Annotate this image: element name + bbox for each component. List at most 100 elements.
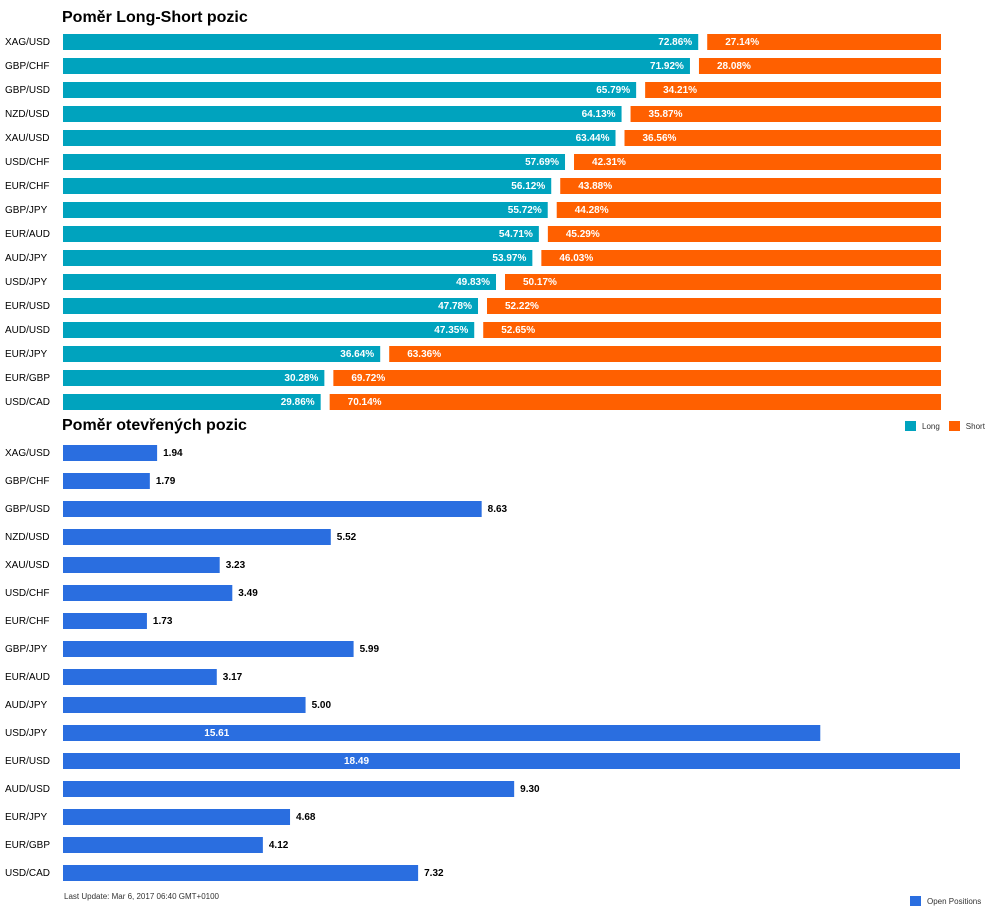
short-bar-usd-chf <box>574 154 941 170</box>
long-value-label-eur-usd: 47.78% <box>438 301 472 312</box>
open-positions-value-label-gbp-usd: 8.63 <box>488 504 508 515</box>
category-label-usd-jpy: USD/JPY <box>5 277 48 288</box>
open-positions-value-label-xag-usd: 1.94 <box>163 448 183 459</box>
open-positions-bar-usd-jpy <box>63 725 821 741</box>
long-value-label-gbp-usd: 65.79% <box>596 85 630 96</box>
long-value-label-usd-cad: 29.86% <box>281 397 315 408</box>
category-label-eur-aud: EUR/AUD <box>5 229 50 240</box>
open-positions-bar-xau-usd <box>63 557 220 573</box>
open-category-label-usd-jpy: USD/JPY <box>5 728 48 739</box>
long-value-label-xag-usd: 72.86% <box>658 37 692 48</box>
open-positions-bar-eur-chf <box>63 613 147 629</box>
long-bar-eur-jpy <box>63 346 381 362</box>
long-bar-usd-chf <box>63 154 566 170</box>
long-bar-aud-jpy <box>63 250 533 266</box>
category-label-aud-usd: AUD/USD <box>5 325 50 336</box>
open-positions-value-label-xau-usd: 3.23 <box>226 560 246 571</box>
legend-item-long: Long <box>905 421 940 431</box>
open-positions-value-label-aud-jpy: 5.00 <box>312 700 332 711</box>
open-category-label-eur-jpy: EUR/JPY <box>5 812 48 823</box>
open-positions-legend: Open Positions <box>910 896 981 906</box>
open-positions-bar-gbp-jpy <box>63 641 354 657</box>
short-bar-xau-usd <box>624 130 941 146</box>
long-bar-eur-gbp <box>63 370 325 386</box>
long-bar-xag-usd <box>63 34 699 50</box>
legend-swatch-open-positions <box>910 896 921 906</box>
category-label-gbp-jpy: GBP/JPY <box>5 205 48 216</box>
short-value-label-usd-cad: 70.14% <box>348 397 382 408</box>
last-update-text: Last Update: Mar 6, 2017 06:40 GMT+0100 <box>64 892 219 901</box>
short-value-label-gbp-chf: 28.08% <box>717 61 751 72</box>
category-label-xau-usd: XAU/USD <box>5 133 49 144</box>
category-label-gbp-usd: GBP/USD <box>5 85 50 96</box>
short-value-label-eur-jpy: 63.36% <box>407 349 441 360</box>
open-positions-value-label-usd-chf: 3.49 <box>238 588 258 599</box>
short-bar-usd-cad <box>329 394 942 410</box>
short-value-label-eur-aud: 45.29% <box>566 229 600 240</box>
open-positions-value-label-gbp-jpy: 5.99 <box>360 644 380 655</box>
open-category-label-eur-aud: EUR/AUD <box>5 672 50 683</box>
long-bar-gbp-jpy <box>63 202 548 218</box>
open-positions-chart-title: Poměr otevřených pozic <box>62 417 247 434</box>
long-value-label-gbp-chf: 71.92% <box>650 61 684 72</box>
open-positions-bar-eur-usd <box>63 753 960 769</box>
long-value-label-gbp-jpy: 55.72% <box>508 205 542 216</box>
long-bar-eur-usd <box>63 298 479 314</box>
short-value-label-usd-chf: 42.31% <box>592 157 626 168</box>
open-positions-value-label-eur-gbp: 4.12 <box>269 840 289 851</box>
open-positions-bar-usd-chf <box>63 585 233 601</box>
short-bar-gbp-chf <box>698 58 941 74</box>
short-bar-gbp-usd <box>645 82 941 98</box>
short-bar-eur-jpy <box>389 346 941 362</box>
open-category-label-gbp-chf: GBP/CHF <box>5 476 49 487</box>
open-category-label-xau-usd: XAU/USD <box>5 560 49 571</box>
legend-label-short: Short <box>965 421 985 431</box>
legend-swatch-long <box>905 421 916 431</box>
category-label-usd-cad: USD/CAD <box>5 397 50 408</box>
short-bar-eur-gbp <box>333 370 941 386</box>
open-positions-value-label-aud-usd: 9.30 <box>520 784 540 795</box>
short-value-label-nzd-usd: 35.87% <box>649 109 683 120</box>
long-value-label-nzd-usd: 64.13% <box>582 109 616 120</box>
short-value-label-xau-usd: 36.56% <box>643 133 677 144</box>
long-value-label-eur-gbp: 30.28% <box>284 373 318 384</box>
open-positions-bar-aud-jpy <box>63 697 306 713</box>
open-positions-value-label-eur-jpy: 4.68 <box>296 812 316 823</box>
short-bar-xag-usd <box>707 34 941 50</box>
short-value-label-xag-usd: 27.14% <box>725 37 759 48</box>
open-positions-bar-usd-cad <box>63 865 419 881</box>
open-positions-bar-eur-jpy <box>63 809 291 825</box>
open-category-label-eur-usd: EUR/USD <box>5 756 50 767</box>
open-positions-value-label-eur-usd: 18.49 <box>344 756 369 767</box>
short-value-label-eur-gbp: 69.72% <box>351 373 385 384</box>
open-positions-bar-eur-aud <box>63 669 217 685</box>
short-value-label-eur-chf: 43.88% <box>578 181 612 192</box>
open-positions-bar-gbp-chf <box>63 473 150 489</box>
short-value-label-gbp-usd: 34.21% <box>663 85 697 96</box>
category-label-xag-usd: XAG/USD <box>5 37 50 48</box>
long-bar-usd-cad <box>63 394 321 410</box>
category-label-eur-gbp: EUR/GBP <box>5 373 50 384</box>
category-label-usd-chf: USD/CHF <box>5 157 49 168</box>
long-bar-gbp-usd <box>63 82 637 98</box>
short-bar-eur-usd <box>487 298 941 314</box>
legend-label-open-positions: Open Positions <box>927 896 982 906</box>
long-bar-eur-chf <box>63 178 552 194</box>
long-value-label-aud-usd: 47.35% <box>434 325 468 336</box>
open-positions-bar-aud-usd <box>63 781 515 797</box>
long-bar-aud-usd <box>63 322 475 338</box>
short-value-label-usd-jpy: 50.17% <box>523 277 557 288</box>
short-bar-eur-chf <box>560 178 941 194</box>
open-positions-bar-nzd-usd <box>63 529 331 545</box>
open-category-label-aud-usd: AUD/USD <box>5 784 50 795</box>
open-category-label-xag-usd: XAG/USD <box>5 448 50 459</box>
long-value-label-usd-jpy: 49.83% <box>456 277 490 288</box>
open-category-label-eur-gbp: EUR/GBP <box>5 840 50 851</box>
short-bar-usd-jpy <box>505 274 941 290</box>
open-category-label-eur-chf: EUR/CHF <box>5 616 49 627</box>
short-bar-aud-jpy <box>541 250 941 266</box>
short-bar-aud-usd <box>483 322 941 338</box>
long-short-legend: Long Short <box>905 421 987 431</box>
